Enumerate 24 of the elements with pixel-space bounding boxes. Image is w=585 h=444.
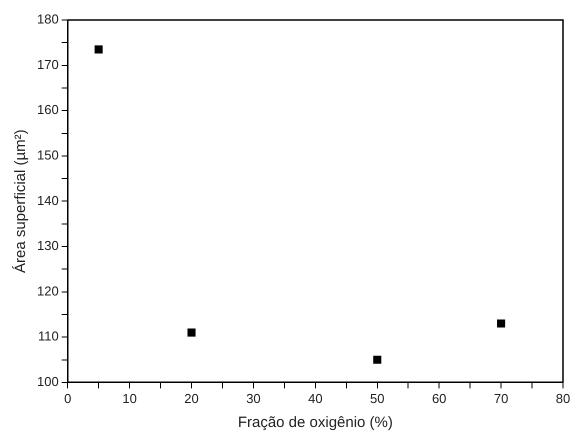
x-tick-label: 40 [308,390,323,406]
x-tick-label: 30 [246,390,261,406]
y-tick-label: 160 [36,102,59,118]
x-tick-label: 70 [494,390,508,406]
x-tick-label: 50 [370,390,384,406]
x-tick-label: 60 [432,390,446,406]
y-tick-label: 100 [36,374,59,389]
point [497,319,506,328]
y-tick-label: 130 [36,238,59,254]
x-tick-label: 80 [556,390,570,406]
y-tick-label: 120 [36,283,59,298]
y-axis-title: Área superficial (µm²) [11,129,30,274]
x-tick-label: 20 [184,390,199,406]
point [187,328,196,337]
point [373,356,382,364]
x-tick-label: 10 [122,390,137,406]
x-axis-title: Fração de oxigênio (%) [238,414,393,432]
y-tick-label: 150 [36,147,59,162]
x-tick-label: 0 [64,390,72,406]
y-tick-label: 180 [36,12,59,27]
y-tick-label: 140 [36,192,59,208]
y-tick-label: 170 [36,56,59,72]
point [94,45,103,54]
y-tick-label: 110 [38,328,59,344]
